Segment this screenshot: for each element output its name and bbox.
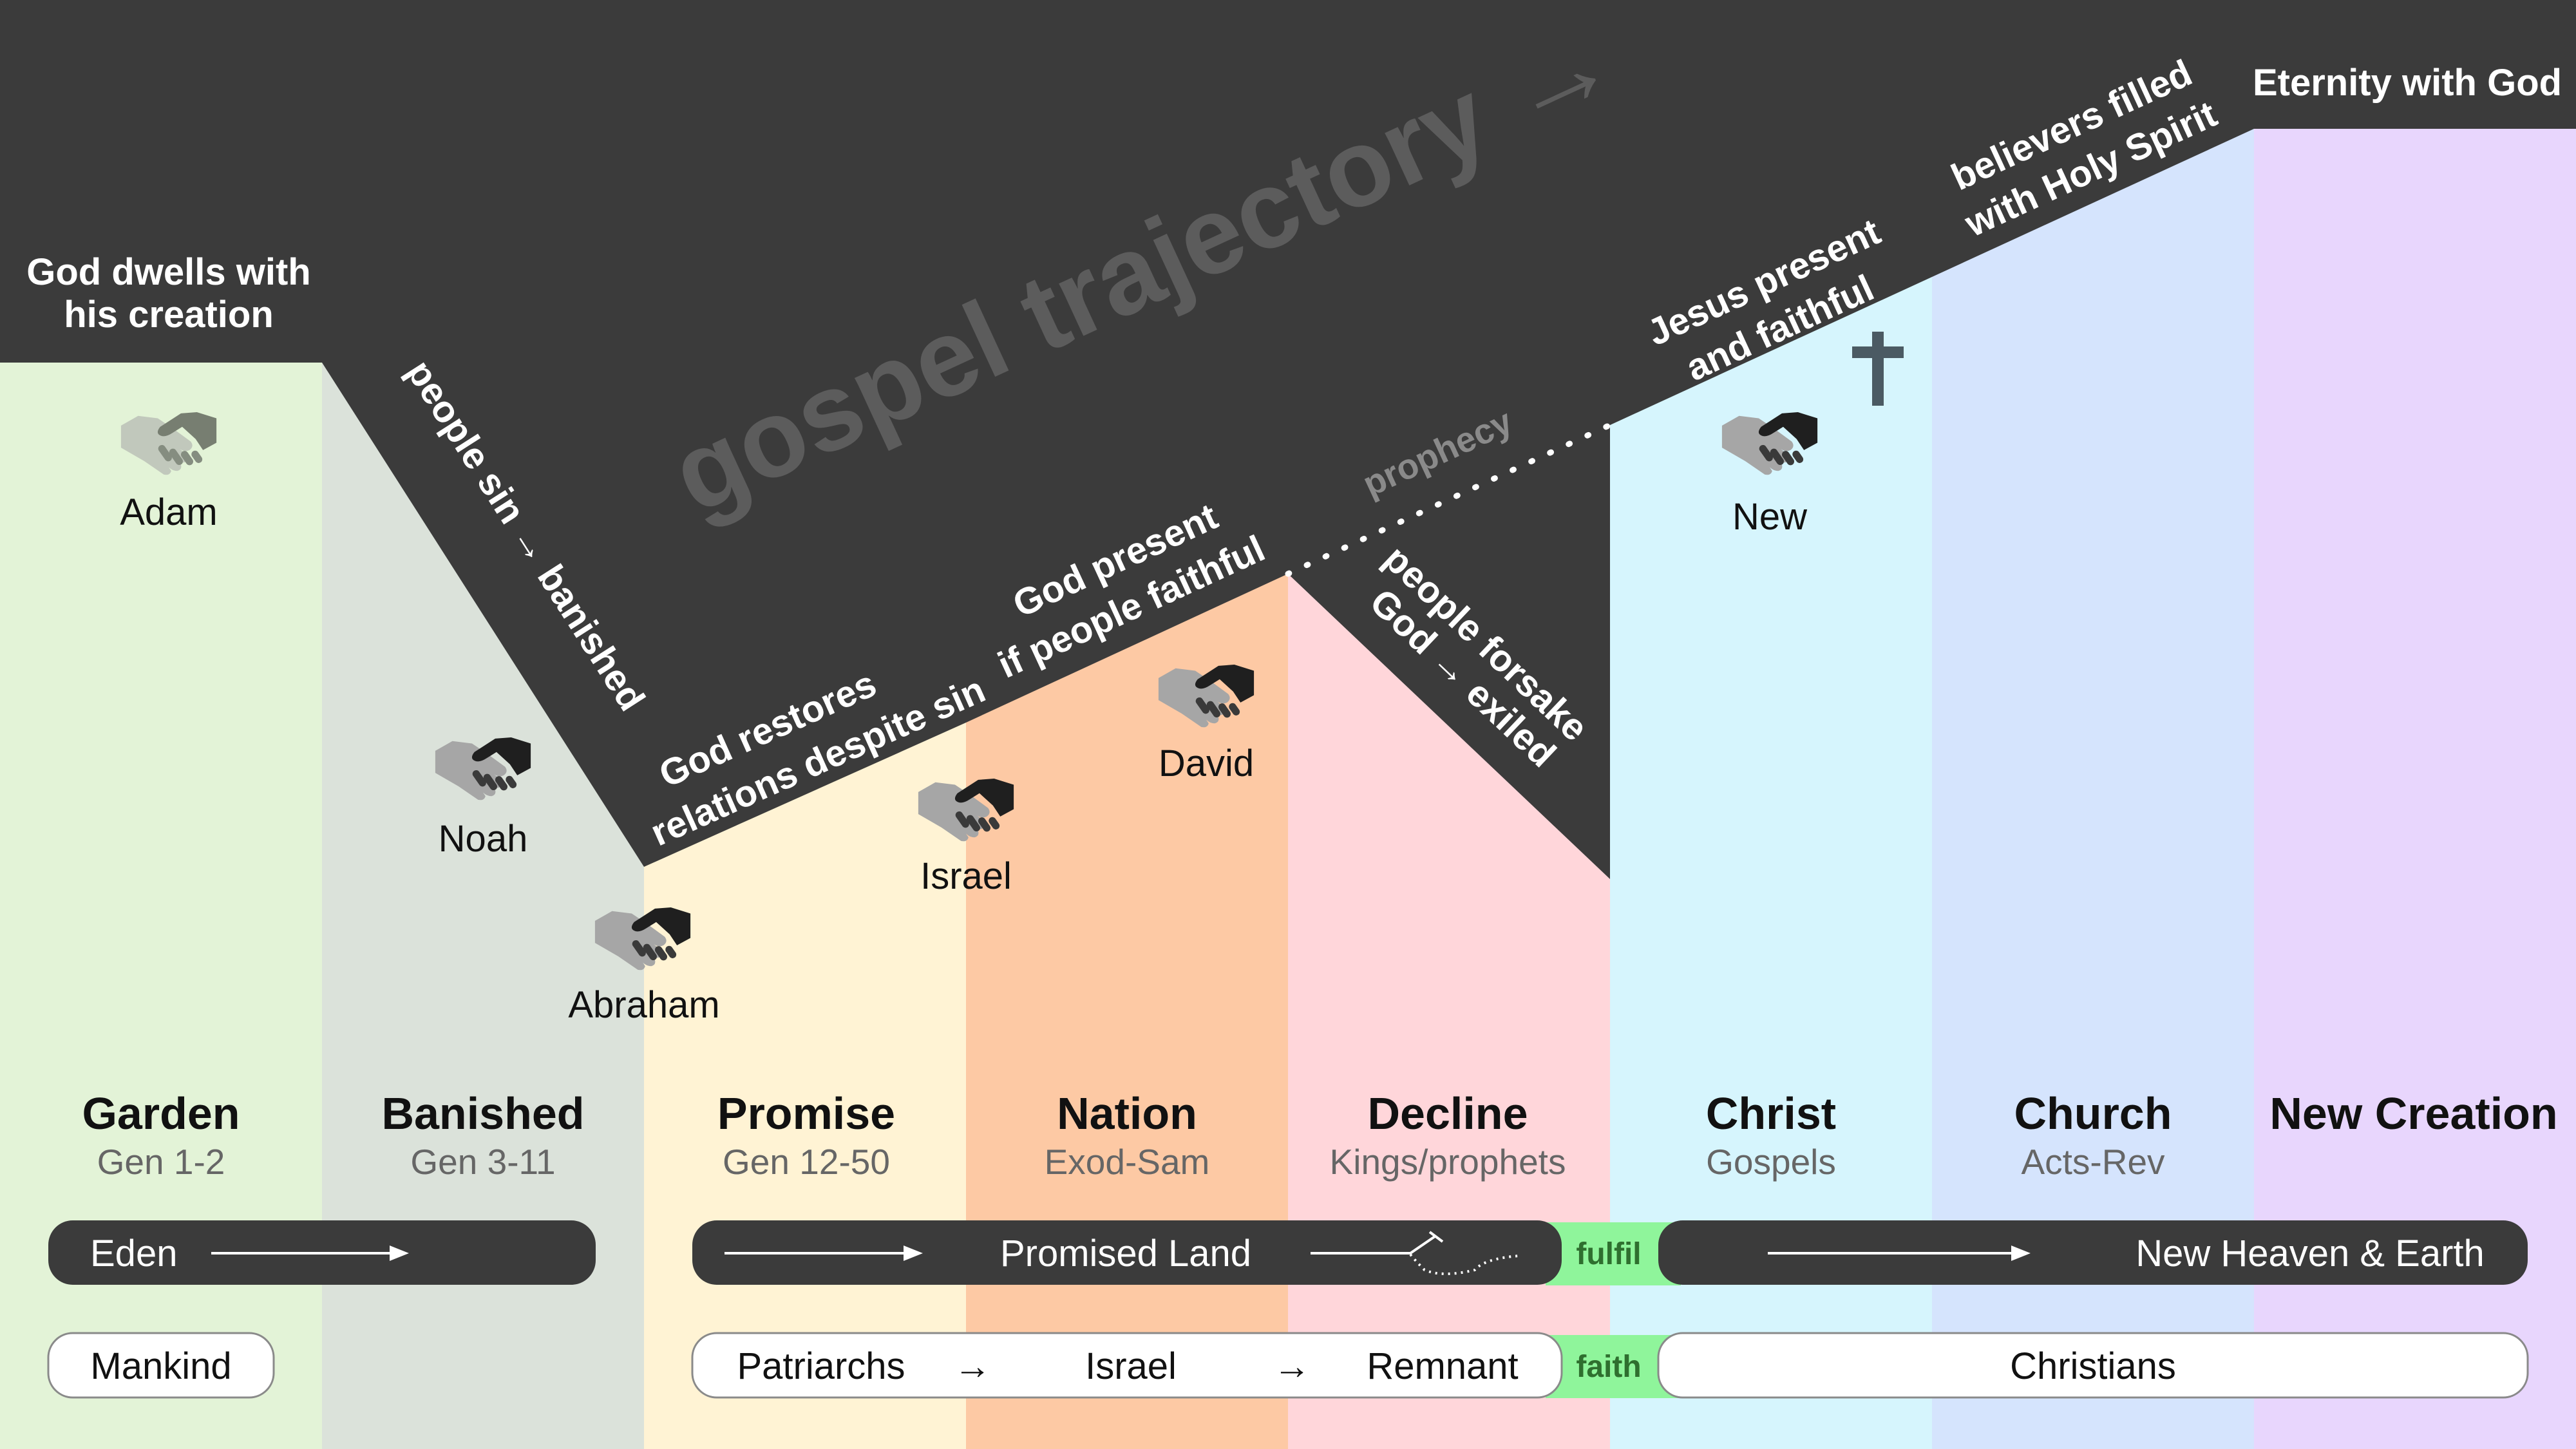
new-heaven-bar [1658,1220,2528,1285]
period-name-decline: Decline [1368,1088,1528,1139]
broken-arrow-tick [1428,1231,1444,1243]
covenant-name: Noah [439,818,528,860]
mankind-pill [47,1332,275,1399]
place-row: fulfil Eden Promised Land New Heaven & E… [48,1220,2528,1285]
period-name-nation: Nation [1057,1088,1197,1139]
patriarchs-label: Patriarchs [737,1345,905,1387]
christ-region [1610,277,1932,1449]
arrow-1: → [954,1345,991,1387]
label-prophecy: prophecy [1357,401,1519,504]
new-creation-region [2254,129,2576,1449]
people-row: faith Mankind Patriarchs → Israel → Remn… [47,1332,2529,1399]
mankind-label: Mankind [90,1345,231,1387]
promised-land-label: Promised Land [1000,1233,1251,1274]
label-eternity: Eternity with God [2253,62,2562,104]
christians-label: Christians [2010,1345,2176,1387]
david-covenant: David [1159,665,1254,784]
israel-pill [691,1332,1563,1399]
israel-label: Israel [1085,1345,1177,1387]
fulfil-label: fulfil [1576,1237,1641,1271]
noah-covenant: Noah [435,737,531,860]
watermark-text: gospel trajectory → [654,0,1633,537]
broken-arrow-dotted [1409,1253,1520,1275]
israel-covenant: Israel [918,779,1014,897]
period-name-banished: Banished [381,1088,584,1139]
period-ref-decline: Kings/prophets [1330,1142,1566,1182]
period-name-garden: Garden [82,1088,240,1139]
adam-covenant: Adam [120,412,218,533]
period-name-christ: Christ [1706,1088,1836,1139]
period-ref-nation: Exod-Sam [1045,1142,1210,1182]
abraham-covenant: Abraham [568,907,720,1026]
period-ref-banished: Gen 3-11 [410,1142,555,1182]
covenant-name: David [1159,743,1254,784]
covenant-name: Adam [120,491,218,533]
new-heaven-arrowhead [2011,1245,2031,1261]
nation-region [966,574,1288,1449]
broken-arrow [1311,1235,1436,1255]
garden-region [0,363,322,1449]
period-name-church: Church [2014,1088,2172,1139]
church-region [1932,129,2254,1449]
banished-region [322,363,644,1449]
period-name-new-creation: New Creation [2269,1088,2557,1139]
remnant-label: Remnant [1367,1345,1518,1387]
promised-land-bar [692,1220,1562,1285]
new-heaven-label: New Heaven & Earth [2136,1233,2485,1274]
label-dwells: God dwells with [26,251,310,293]
period-labels: Garden Gen 1-2 Banished Gen 3-11 Promise… [82,1088,2557,1182]
prophecy-dotted-line [1285,422,1613,577]
new-covenant: New [1721,412,1818,538]
period-ref-promise: Gen 12-50 [723,1142,890,1182]
arrow-2: → [1273,1345,1311,1387]
covenant-name: Abraham [568,984,719,1026]
period-name-promise: Promise [717,1088,895,1139]
cross-icon [1852,332,1904,406]
faith-label: faith [1576,1350,1641,1384]
period-ref-garden: Gen 1-2 [97,1142,225,1182]
period-ref-christ: Gospels [1706,1142,1836,1182]
promised-land-arrowhead [904,1245,923,1261]
eden-label: Eden [90,1233,177,1274]
covenants: Adam Noah Abraham Israel David New [120,412,1818,1026]
covenant-name: New [1732,496,1808,538]
eden-arrowhead [390,1245,409,1261]
label-dwells-2: his creation [64,294,274,336]
christians-pill [1657,1332,2529,1399]
covenant-name: Israel [920,855,1012,897]
period-ref-church: Acts-Rev [2021,1142,2165,1182]
